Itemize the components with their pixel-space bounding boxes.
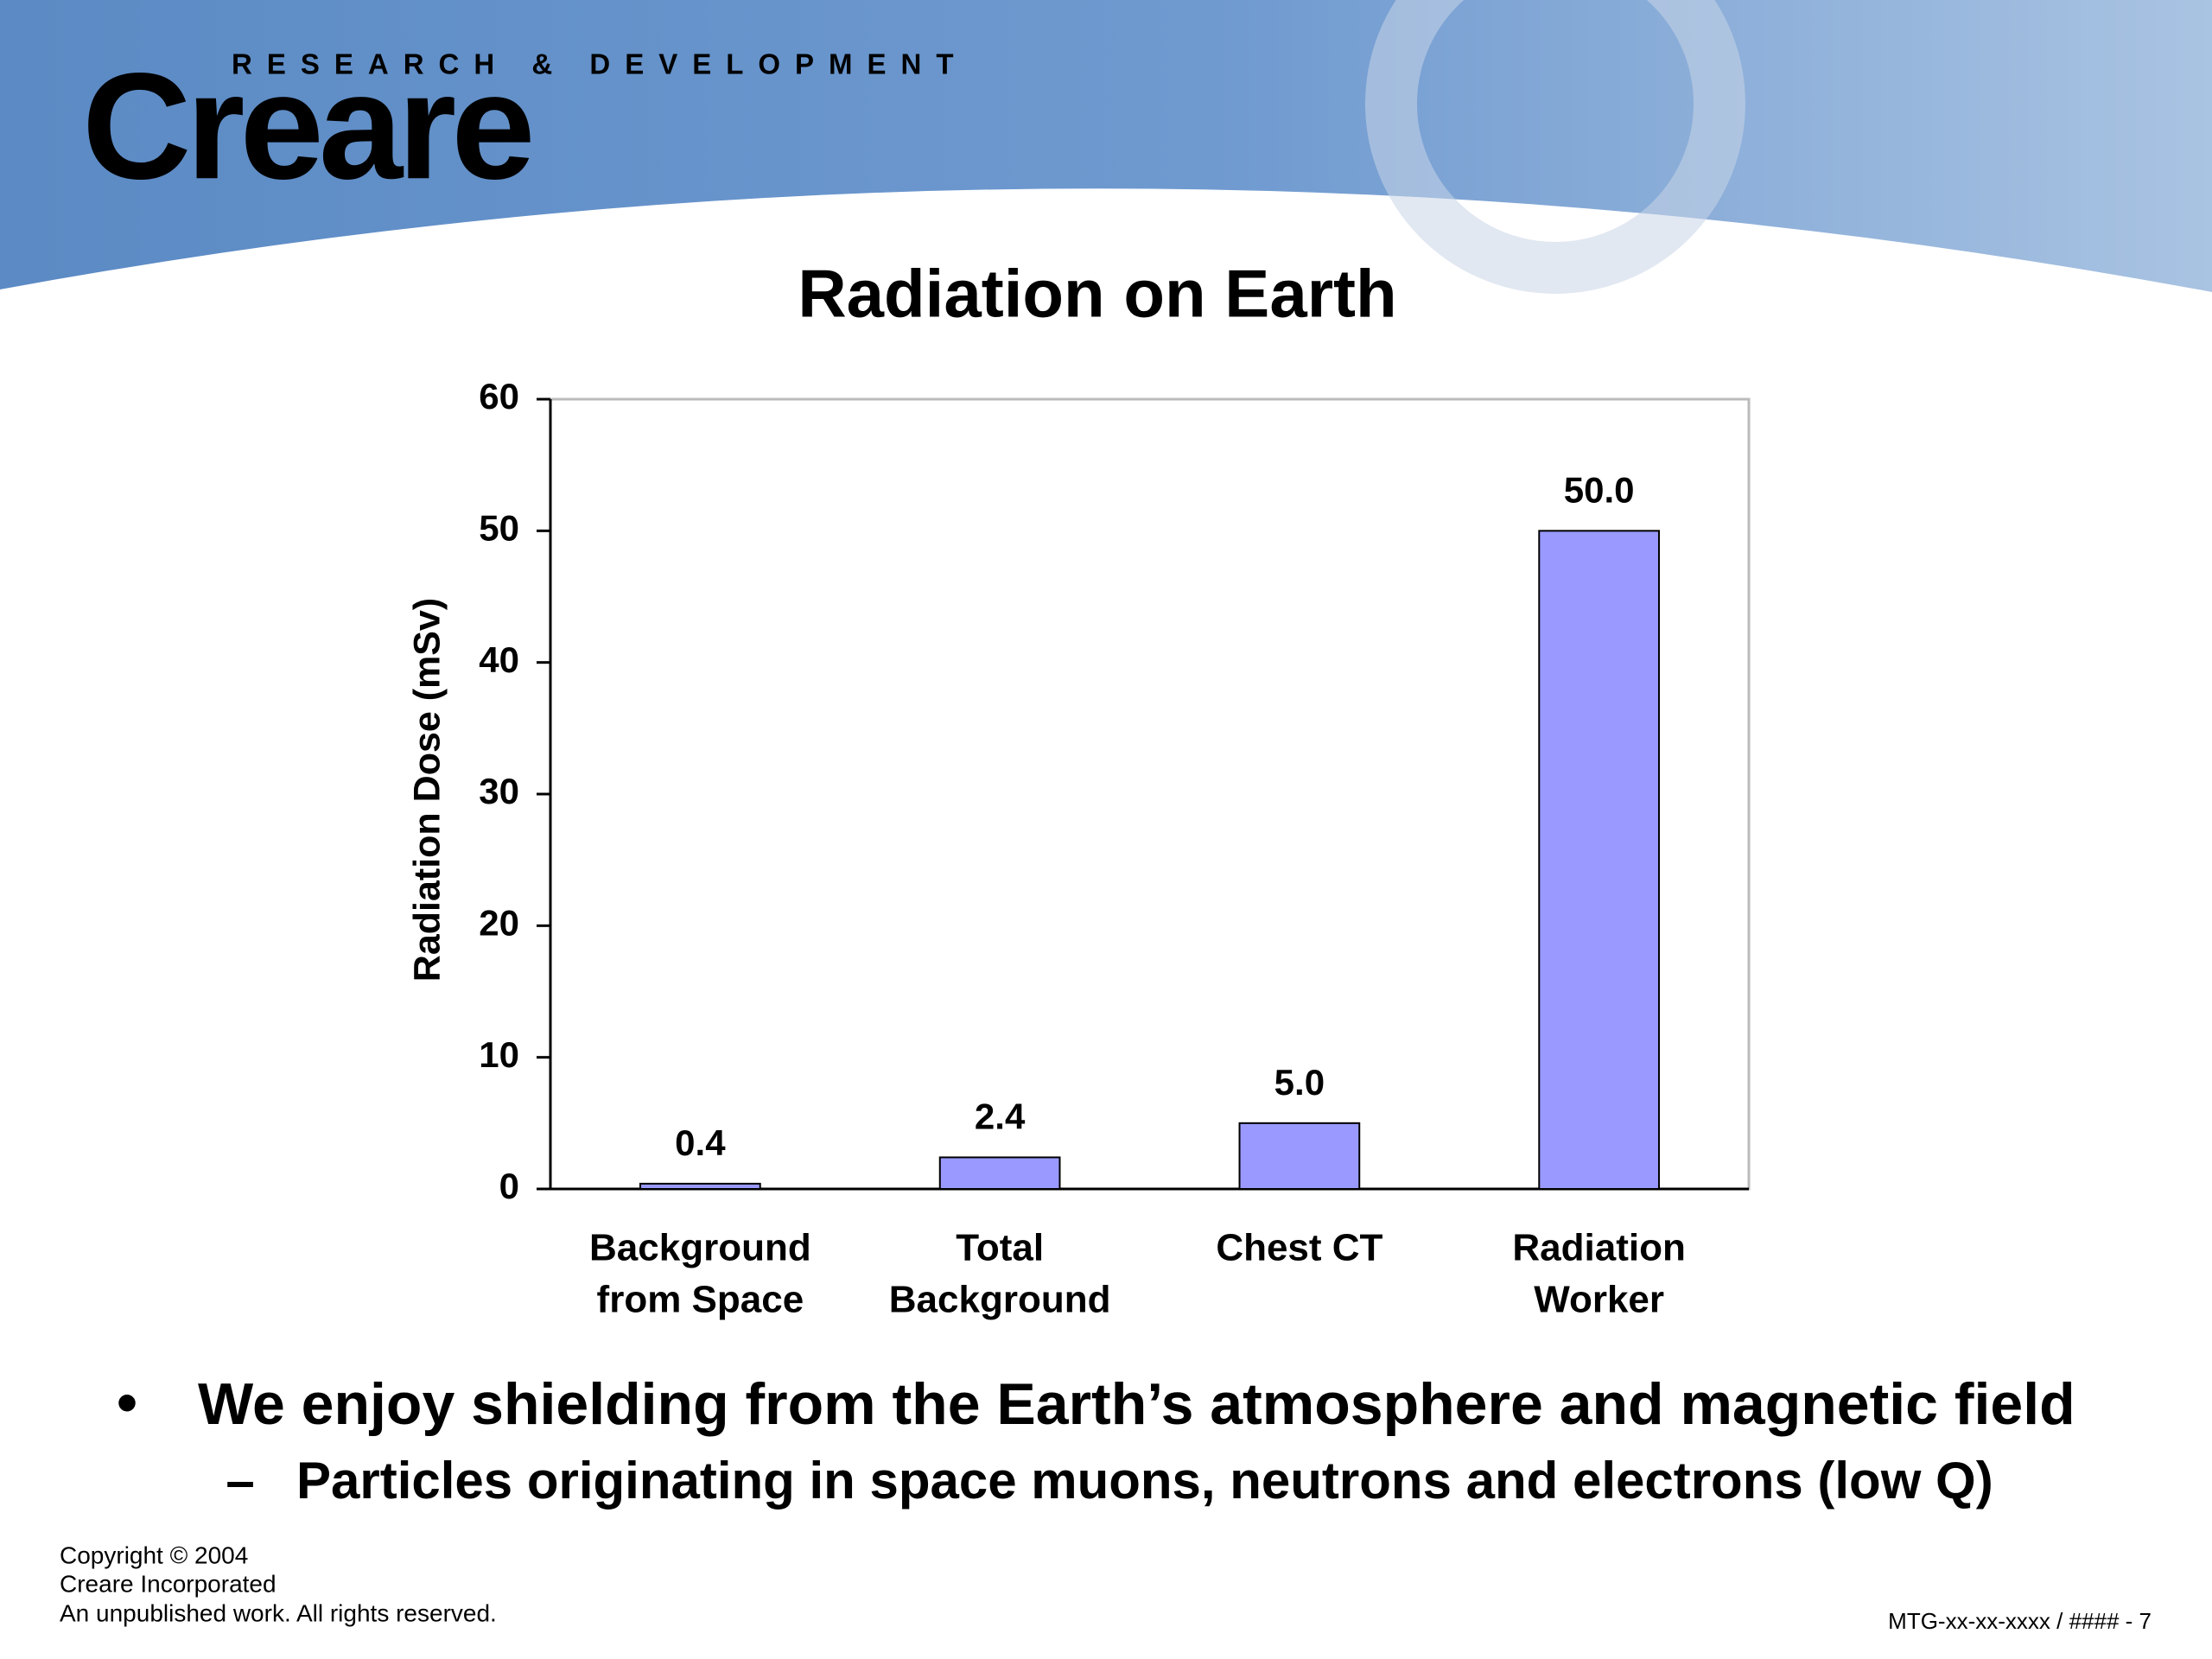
header-graphic: [1365, 0, 1745, 294]
copyright-line: Copyright © 2004: [60, 1541, 248, 1568]
bullet-marker: •: [117, 1370, 137, 1435]
y-axis-label: Radiation Dose (mSv): [406, 598, 448, 982]
bar: [938, 1156, 1061, 1190]
y-tick-label: 40: [479, 639, 519, 680]
data-label: 0.4: [675, 1122, 726, 1163]
data-label: 2.4: [975, 1096, 1026, 1137]
copyright-line: An unpublished work. All rights reserved…: [60, 1599, 497, 1626]
x-tick-label: Total: [956, 1227, 1044, 1269]
bullet-text: We enjoy shielding from the Earth’s atmo…: [198, 1371, 2075, 1437]
copyright-line: Creare Incorporated: [60, 1570, 276, 1597]
brand-logo: Creare: [82, 42, 531, 211]
tagline: RESEARCH & DEVELOPMENT: [232, 48, 969, 80]
x-tick-label: Chest CT: [1216, 1227, 1382, 1269]
slide-code: MTG-xx-xx-xxxx / #### - 7: [1888, 1608, 2152, 1634]
x-tick-label: from Space: [597, 1279, 804, 1321]
y-tick-label: 30: [479, 771, 519, 811]
data-label: 50.0: [1564, 469, 1635, 510]
sub-bullet-text: Particles originating in space muons, ne…: [296, 1452, 1993, 1510]
x-tick-label: Background: [589, 1227, 811, 1269]
x-tick-label: Background: [889, 1279, 1111, 1321]
bar: [639, 1182, 761, 1190]
bar: [1238, 1122, 1361, 1191]
y-tick-label: 0: [499, 1166, 519, 1206]
header-band: [0, 0, 2212, 292]
data-label: 5.0: [1274, 1062, 1325, 1103]
x-tick-label: Worker: [1534, 1279, 1664, 1321]
y-tick-label: 10: [479, 1034, 519, 1075]
y-tick-label: 20: [479, 902, 519, 943]
chart-title: Radiation on Earth: [798, 256, 1396, 332]
x-tick-label: Radiation: [1512, 1227, 1685, 1269]
y-tick-label: 60: [479, 376, 519, 416]
y-tick-label: 50: [479, 507, 519, 548]
sub-bullet-marker: –: [226, 1452, 254, 1510]
bar: [1538, 530, 1660, 1190]
